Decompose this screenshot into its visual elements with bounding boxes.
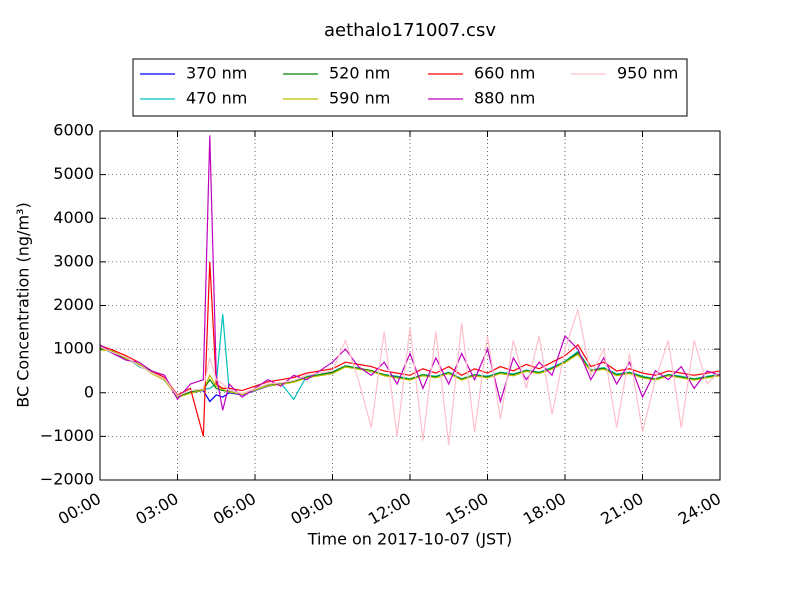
legend-label: 950 nm	[617, 64, 678, 83]
x-tick-label: 24:00	[675, 489, 724, 529]
y-tick-label: 4000	[53, 208, 94, 227]
data-line	[100, 307, 720, 446]
x-tick-label: 15:00	[442, 489, 491, 529]
plot-frame	[99, 130, 721, 481]
y-tick-label: 5000	[53, 164, 94, 183]
x-tick-label: 03:00	[132, 489, 181, 529]
y-tick-label: 0	[84, 382, 94, 401]
legend-label: 520 nm	[329, 64, 390, 83]
y-tick-label: 1000	[53, 339, 94, 358]
x-axis-label: Time on 2017-10-07 (JST)	[307, 530, 512, 549]
y-tick-label: −1000	[40, 426, 94, 445]
legend-label: 590 nm	[329, 89, 390, 108]
data-line	[100, 314, 720, 401]
x-tick-label: 12:00	[365, 489, 414, 529]
legend-label: 370 nm	[186, 64, 247, 83]
x-tick-label: 06:00	[210, 489, 259, 529]
x-tick-label: 18:00	[520, 489, 569, 529]
legend-label: 880 nm	[474, 89, 535, 108]
legend-box	[132, 58, 688, 117]
y-tick-label: 2000	[53, 295, 94, 314]
y-tick-label: 3000	[53, 251, 94, 270]
y-tick-label: 6000	[53, 121, 94, 140]
legend-label: 470 nm	[186, 89, 247, 108]
chart-title: aethalo171007.csv	[324, 20, 496, 41]
y-axis-label: BC Concentration (ng/m³)	[14, 202, 33, 407]
x-tick-label: 09:00	[287, 489, 336, 529]
data-line	[100, 135, 720, 411]
y-tick-label: −2000	[40, 470, 94, 489]
x-tick-label: 21:00	[597, 489, 646, 529]
legend-label: 660 nm	[474, 64, 535, 83]
x-tick-label: 00:00	[55, 489, 104, 529]
